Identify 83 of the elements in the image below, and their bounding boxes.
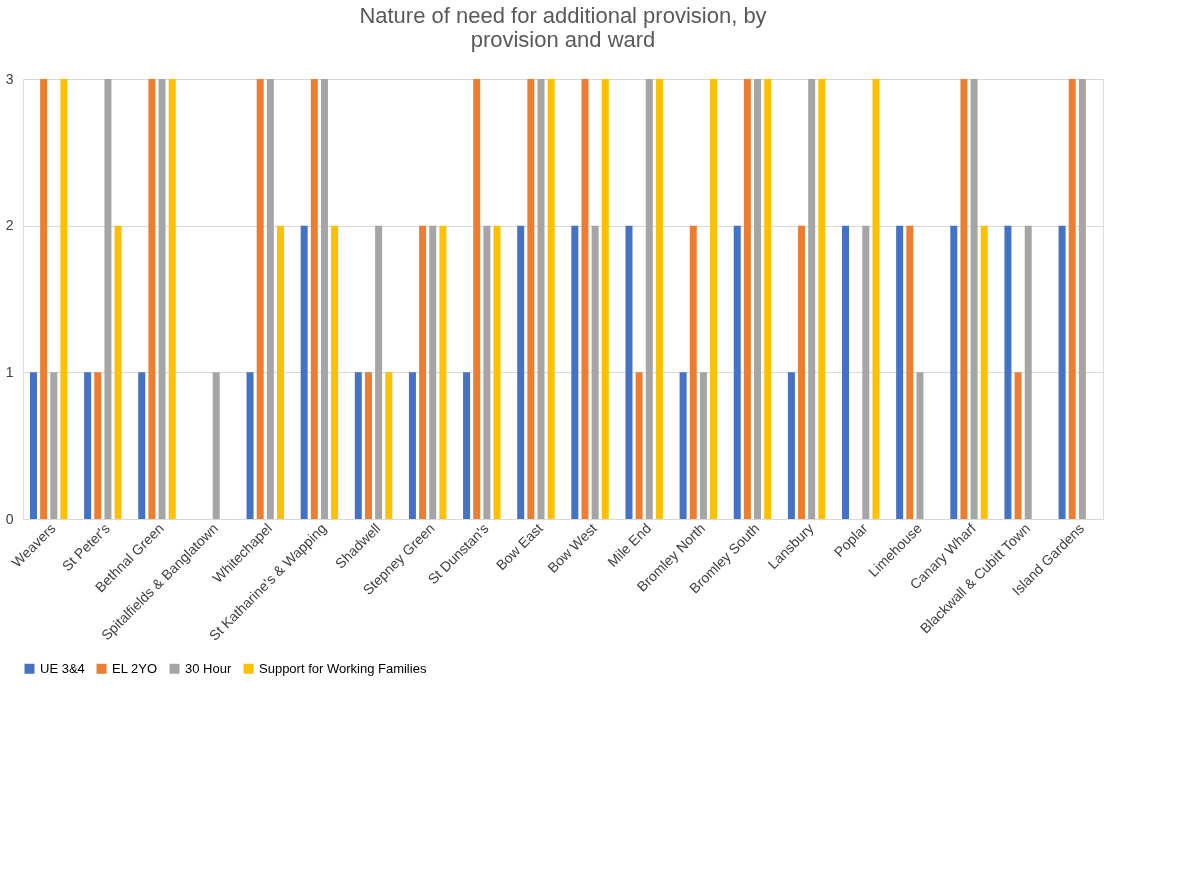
bar	[385, 372, 393, 519]
legend-label: Support for Working Families	[259, 660, 427, 676]
y-tick-label: 0	[5, 510, 14, 527]
bar	[699, 372, 707, 519]
bar	[787, 372, 795, 519]
bar	[960, 79, 968, 519]
bar	[463, 372, 471, 519]
bar	[764, 79, 772, 519]
bar	[754, 79, 762, 519]
x-tick-label: Mile End	[604, 520, 655, 570]
bar	[689, 225, 697, 519]
bar	[818, 79, 826, 519]
bar	[473, 79, 481, 519]
bar	[246, 372, 254, 519]
bar	[375, 225, 383, 519]
bar	[419, 225, 427, 519]
bar	[970, 79, 978, 519]
bar	[527, 79, 535, 519]
bar	[310, 79, 318, 519]
bar	[1004, 225, 1012, 519]
bar	[364, 372, 372, 519]
bar	[635, 372, 643, 519]
bar	[1068, 79, 1076, 519]
bar	[138, 372, 146, 519]
bar	[896, 225, 904, 519]
bar	[300, 225, 308, 519]
bar	[493, 225, 501, 519]
bar	[625, 225, 633, 519]
bar	[537, 79, 545, 519]
bar	[547, 79, 555, 519]
bar	[212, 372, 220, 519]
bar	[906, 225, 914, 519]
bar	[862, 225, 870, 519]
chart-title: Nature of need for additional provision, by provision and ward	[359, 3, 767, 52]
bar	[104, 79, 112, 519]
bar	[94, 372, 102, 519]
legend-label: EL 2YO	[112, 660, 158, 676]
y-tick-label: 3	[5, 70, 14, 87]
bar	[276, 225, 284, 519]
bar	[29, 372, 37, 519]
bar	[40, 79, 48, 519]
bar	[1078, 79, 1086, 519]
bar	[679, 372, 687, 519]
bar	[808, 79, 816, 519]
bar	[1024, 225, 1032, 519]
bar	[571, 225, 579, 519]
bar	[842, 225, 850, 519]
bar	[1058, 225, 1066, 519]
bar	[980, 225, 988, 519]
bar	[591, 225, 599, 519]
bar	[872, 79, 880, 519]
bar	[331, 225, 339, 519]
bar	[148, 79, 156, 519]
bar	[60, 79, 68, 519]
bar	[601, 79, 609, 519]
bar	[581, 79, 589, 519]
bar	[743, 79, 751, 519]
bar	[354, 372, 362, 519]
bar	[84, 372, 92, 519]
bar	[916, 372, 924, 519]
legend-label: UE 3&4	[40, 660, 85, 676]
bar	[114, 225, 122, 519]
bar	[320, 79, 328, 519]
bar	[408, 372, 416, 519]
bar	[439, 225, 447, 519]
y-tick-label: 2	[5, 217, 14, 234]
bar	[158, 79, 166, 519]
bar	[655, 79, 663, 519]
bar	[168, 79, 176, 519]
bar	[950, 225, 958, 519]
bar	[483, 225, 491, 519]
y-tick-label: 1	[5, 363, 14, 380]
bar	[517, 225, 525, 519]
bar	[1014, 372, 1022, 519]
legend-label: 30 Hour	[185, 660, 232, 676]
bar	[798, 225, 806, 519]
bar	[50, 372, 58, 519]
bar	[256, 79, 264, 519]
bar	[733, 225, 741, 519]
bar	[266, 79, 274, 519]
bar	[645, 79, 653, 519]
bar	[710, 79, 718, 519]
bar	[429, 225, 437, 519]
